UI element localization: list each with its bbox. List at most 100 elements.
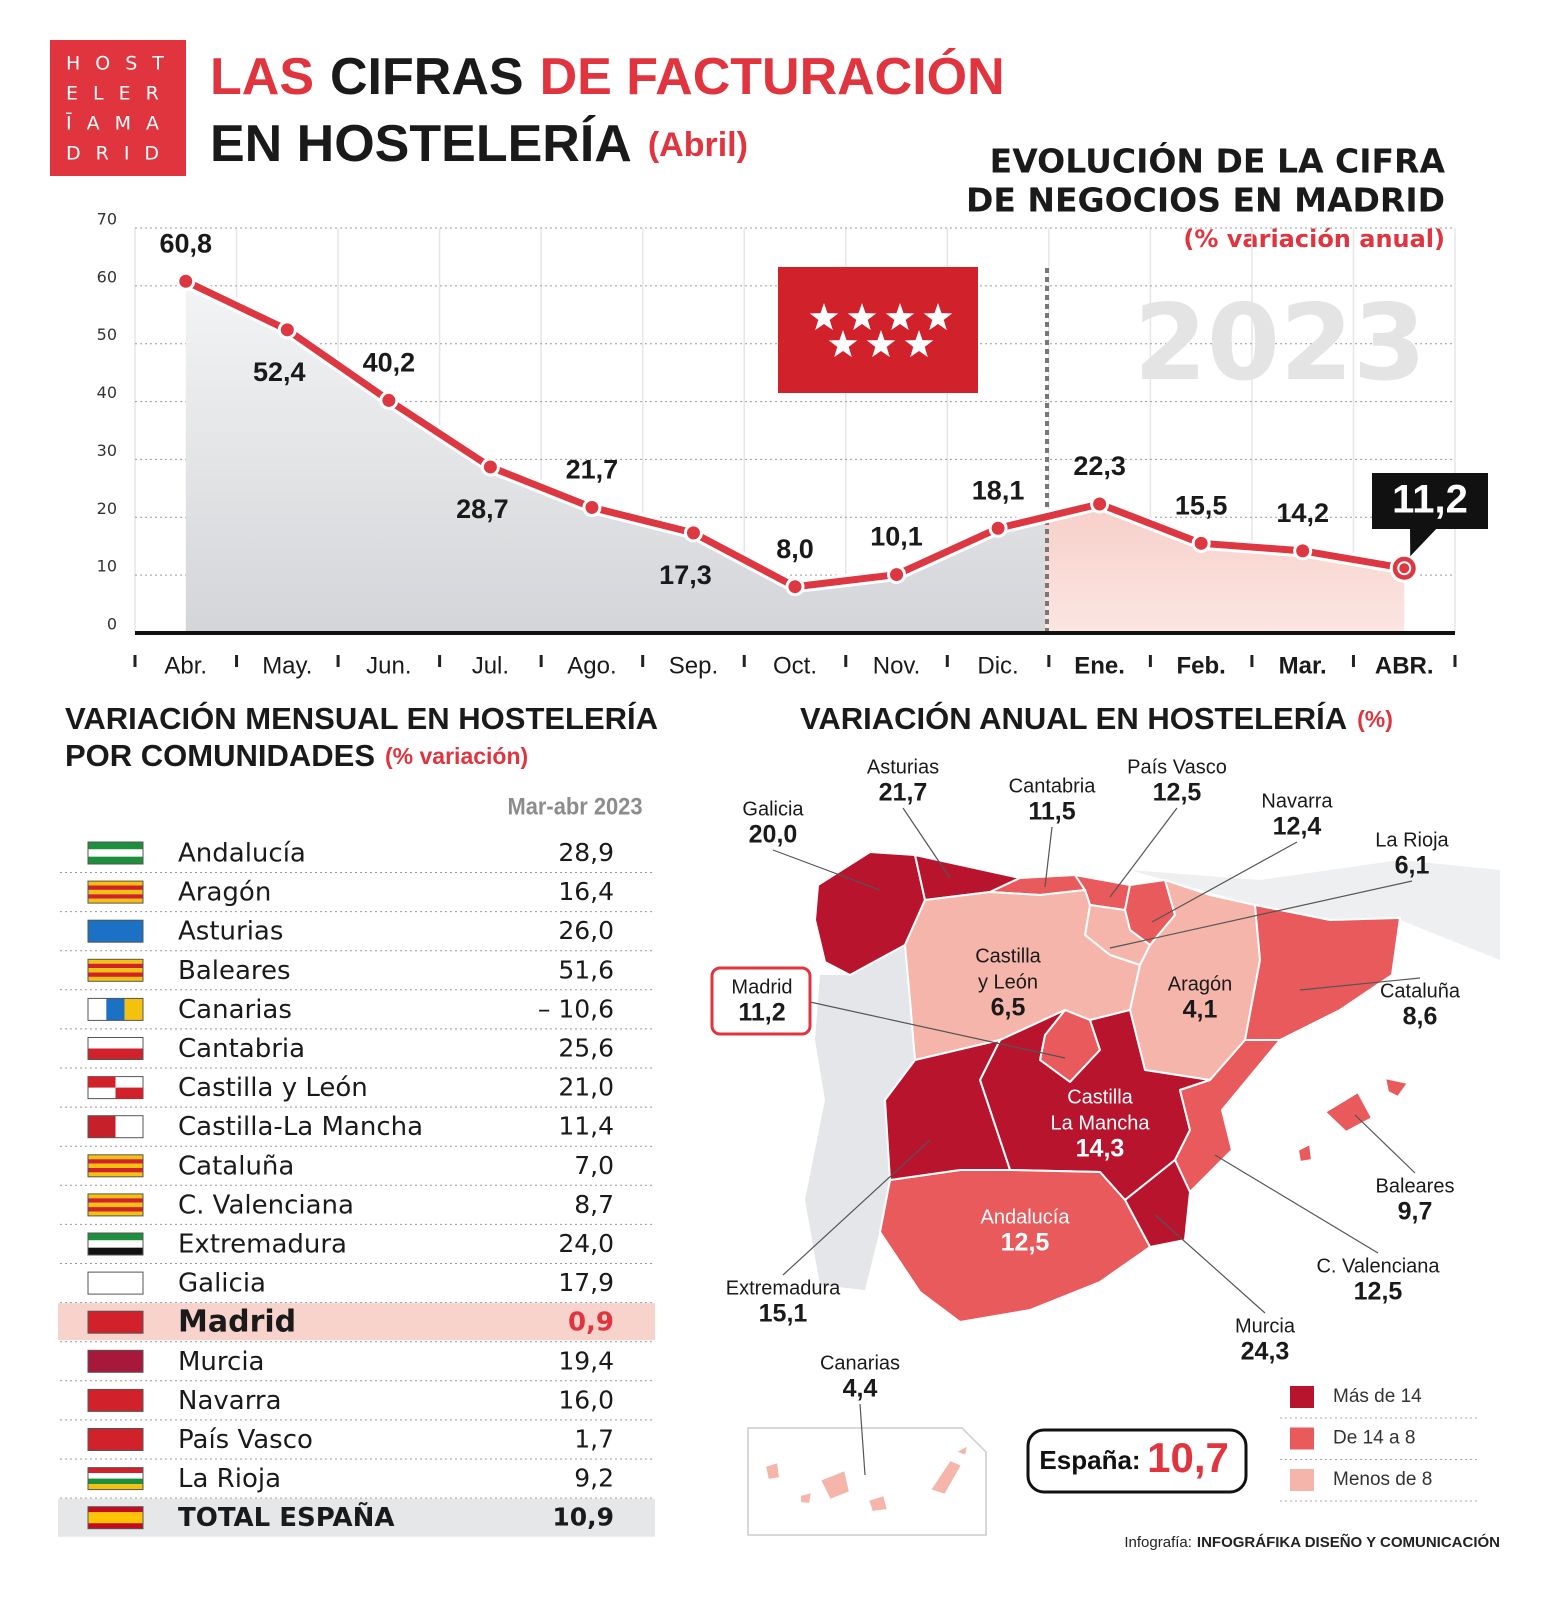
map (710, 807, 1500, 1536)
row-value: 16,0 (558, 1385, 614, 1414)
flag (87, 1271, 144, 1295)
region-value: 14,3 (1076, 1135, 1125, 1163)
row-name: Asturias (178, 917, 283, 947)
credit-part: INFOGRÁFIKA DISEÑO Y COMUNICACIÓN (1197, 1533, 1500, 1551)
callout-pointer (1410, 525, 1440, 557)
leader-line (1354, 1114, 1416, 1174)
x-tick-label: Ene. (1074, 652, 1125, 679)
value-label: 52,4 (253, 357, 306, 387)
row-name: Baleares (178, 956, 291, 986)
region (1297, 1143, 1313, 1163)
row-name: Galicia (178, 1269, 266, 1299)
flag-part (88, 998, 107, 1021)
flag-part (88, 1159, 143, 1164)
region (929, 1459, 963, 1496)
row-value: 11,4 (558, 1112, 614, 1141)
flag (87, 1154, 144, 1178)
data-point (1191, 533, 1211, 553)
flag-part (88, 1168, 143, 1173)
credit-part: Infografía: (1124, 1534, 1192, 1551)
flag-part (88, 972, 143, 977)
flag-star (809, 303, 839, 331)
table-title: VARIACIÓN MENSUAL EN HOSTELERÍA (65, 700, 658, 736)
value-label: 10,1 (870, 522, 923, 552)
flag-part (88, 885, 143, 890)
leader-line (809, 1001, 1066, 1059)
y-tick-label: 20 (97, 499, 117, 518)
canarias-inset (747, 1427, 987, 1536)
flag-part (88, 1506, 143, 1513)
y-tick-label: 40 (97, 383, 117, 402)
flag (87, 1037, 144, 1060)
flag (87, 1349, 144, 1373)
leader-line (1299, 977, 1421, 991)
x-tick-label: ABR. (1375, 652, 1434, 679)
flag-part (88, 976, 143, 982)
year-watermark: 2023 (1134, 282, 1426, 404)
data-point (988, 518, 1008, 538)
data-point (1090, 494, 1110, 514)
y-tick-label: 50 (97, 325, 117, 344)
flag (87, 841, 144, 865)
data-point (480, 457, 500, 477)
flag (87, 1310, 144, 1334)
flag-part (88, 856, 143, 864)
title-part: LAS (210, 48, 314, 106)
region-name: Cantabria (1009, 775, 1097, 797)
row-value: 8,7 (574, 1190, 614, 1219)
value-label: 60,8 (159, 228, 212, 258)
region-name: Castilla (1067, 1086, 1133, 1108)
map-subtitle: (%) (1357, 706, 1393, 732)
row-name: Navarra (178, 1386, 282, 1416)
flag-part (88, 1473, 143, 1479)
region-name: Canarias (820, 1352, 900, 1374)
region (884, 1039, 1011, 1181)
region-value: 12,5 (1001, 1229, 1050, 1257)
y-tick-label: 10 (97, 557, 117, 576)
flag-part (88, 1478, 143, 1485)
area-2022 (185, 281, 1045, 633)
flag-star (847, 303, 877, 331)
flag-part (88, 1512, 143, 1518)
main-title: LAS CIFRAS DE FACTURACIÓN (210, 48, 1005, 106)
region-value: 12,4 (1273, 813, 1322, 841)
flag-part (88, 1247, 143, 1255)
main-title: EN HOSTELERÍA (Abril) (210, 115, 748, 173)
flag-part (115, 1087, 143, 1099)
value-label: 11,2 (1392, 478, 1468, 522)
flag-part (88, 1037, 143, 1049)
region (1384, 1077, 1409, 1098)
value-label: 17,3 (659, 560, 712, 590)
data-point (1293, 541, 1313, 561)
flag-part (88, 1048, 143, 1060)
row-value: 17,9 (558, 1268, 614, 1297)
flag-part (88, 1211, 143, 1216)
flag-part (88, 1467, 143, 1474)
row-value: 0,9 (568, 1308, 614, 1338)
map-title-part: VARIACIÓN ANUAL EN HOSTELERÍA (800, 700, 1347, 736)
flag-part (88, 1076, 116, 1088)
row-name: Cantabria (178, 1034, 305, 1064)
region-name: La Mancha (1051, 1112, 1151, 1134)
flag-part (88, 1272, 143, 1295)
value-label: 40,2 (363, 348, 416, 378)
flag (87, 1467, 144, 1491)
column-header: Mar-abr 2023 (508, 793, 643, 820)
flag-part (88, 842, 143, 850)
flag (87, 1428, 144, 1451)
row-name: Andalucía (178, 839, 306, 869)
region-name: Asturias (867, 756, 939, 778)
flag-part (88, 1389, 143, 1412)
region (1324, 1091, 1373, 1133)
title-part: CIFRAS (330, 48, 524, 106)
region-value: 8,6 (1403, 1003, 1438, 1031)
region-name: Castilla (975, 945, 1041, 967)
value-label: 8,0 (776, 534, 814, 564)
flag-part (88, 963, 143, 969)
value-label: 15,5 (1175, 490, 1228, 520)
flag-part (106, 998, 125, 1021)
title-part: DE FACTURACIÓN (540, 48, 1005, 106)
target-ring (1397, 561, 1412, 576)
region-value: 11,5 (1028, 798, 1075, 826)
